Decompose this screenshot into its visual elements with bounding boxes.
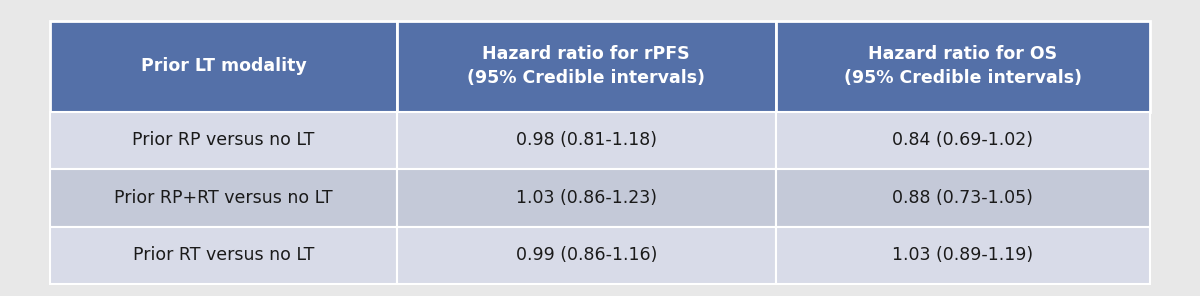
Bar [397,227,776,284]
Bar [776,112,1150,169]
Text: Prior RP versus no LT: Prior RP versus no LT [132,131,314,149]
Text: Prior LT modality: Prior LT modality [140,57,306,75]
Text: 0.99 (0.86-1.16): 0.99 (0.86-1.16) [516,246,656,264]
Bar [50,169,397,227]
Text: 0.88 (0.73-1.05): 0.88 (0.73-1.05) [893,189,1033,207]
Bar [50,227,397,284]
Text: 0.98 (0.81-1.18): 0.98 (0.81-1.18) [516,131,656,149]
Bar [397,21,776,112]
Bar [50,112,397,169]
Bar [50,21,397,112]
Text: 1.03 (0.86-1.23): 1.03 (0.86-1.23) [516,189,656,207]
Text: Prior RP+RT versus no LT: Prior RP+RT versus no LT [114,189,332,207]
Text: 0.84 (0.69-1.02): 0.84 (0.69-1.02) [893,131,1033,149]
Text: Hazard ratio for OS
(95% Credible intervals): Hazard ratio for OS (95% Credible interv… [844,45,1081,87]
Bar [397,112,776,169]
Text: 1.03 (0.89-1.19): 1.03 (0.89-1.19) [892,246,1033,264]
Text: Prior RT versus no LT: Prior RT versus no LT [133,246,314,264]
Bar [776,21,1150,112]
Bar [776,169,1150,227]
Bar [776,227,1150,284]
Text: Hazard ratio for rPFS
(95% Credible intervals): Hazard ratio for rPFS (95% Credible inte… [467,45,706,87]
Bar [397,169,776,227]
